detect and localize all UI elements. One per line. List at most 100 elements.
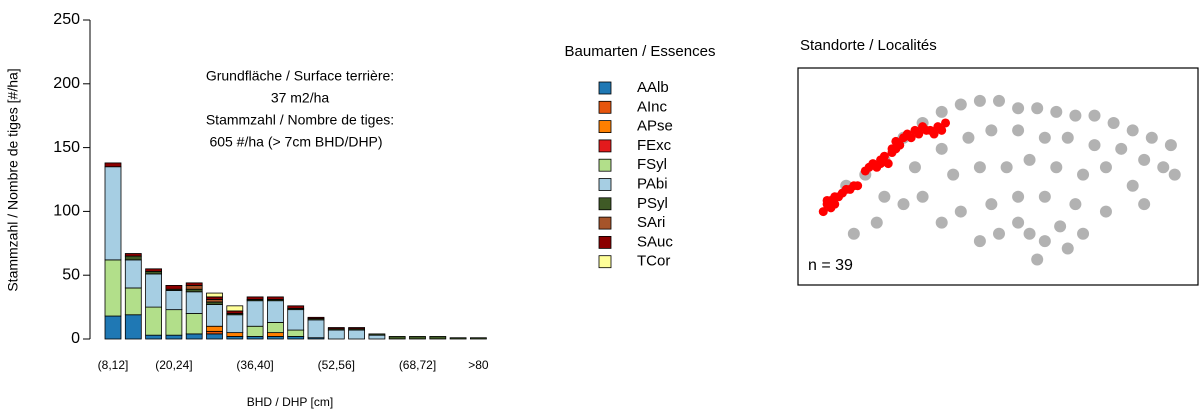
bar-segment [307,319,325,339]
legend-label: TCor [637,253,670,270]
bar-segment [124,255,142,261]
legend-swatch [598,158,612,172]
x-tick-label: (36,40] [236,358,273,372]
map-point [916,190,929,203]
map-point [1023,227,1036,240]
bar-segment [145,273,163,308]
map-point [1061,242,1074,255]
y-tick-label: 50 [62,266,80,283]
map-point [883,159,893,169]
y-tick-label: 0 [71,330,80,347]
map-point [937,125,947,135]
map-point [908,161,921,174]
map-point [993,227,1005,240]
bar-segment [185,285,203,290]
legend-swatch [598,139,612,153]
bar-segment [104,162,122,168]
bar-segment [124,259,142,289]
map-point [973,235,986,248]
map-point [954,98,967,111]
bar-segment [246,325,264,337]
map-point [1157,161,1170,174]
bar-segment [246,296,264,300]
bar-segment [104,166,122,261]
bar-segment [388,336,406,340]
bar-segment [185,282,203,286]
x-tick-label: (52,56] [318,358,355,372]
legend-label: SAuc [637,233,673,250]
bar-segment [165,290,183,311]
map-point [887,144,897,154]
map-point [973,94,986,107]
map-point [1054,220,1067,233]
legend-title: Baumarten / Essences [565,43,716,60]
legend-label: PSyl [637,195,668,212]
map-point [1012,190,1025,203]
bar-segment [409,336,426,340]
x-tick-label: >80 [468,358,489,372]
map-point [895,140,905,150]
legend-swatch [598,235,612,249]
map-point [853,181,863,191]
bar-segment [469,337,487,340]
annotation: 605 #/ha (> 7cm BHD/DHP) [209,134,382,150]
bar-segment [226,305,244,312]
map-point [1038,190,1051,203]
map-point [954,205,967,218]
bar-segment [124,253,142,257]
y-tick-label: 200 [53,75,80,92]
map-point [935,142,948,155]
bar-segment [104,315,122,340]
legend-label: SAri [637,214,665,231]
map-point [870,216,883,229]
map-point [1138,153,1151,166]
map-point [1138,198,1151,211]
y-tick-label: 250 [53,11,80,28]
bar-segment [165,309,183,336]
y-axis-title: Stammzahl / Nombre de tiges [#/ha] [5,68,21,291]
bar-segment [206,333,223,340]
y-tick-label: 150 [53,139,80,156]
map-point [1031,102,1044,115]
bar-segment [429,336,447,340]
map-point [1069,109,1082,122]
bar-segment [124,314,142,340]
bar-segment [348,327,366,330]
map-point [897,198,910,211]
map-point [973,161,986,174]
map-point [906,133,916,143]
legend-swatch [598,197,612,211]
map-point [1126,179,1139,192]
map-point [1061,131,1074,144]
bar-segment [266,300,284,323]
bar-segment [226,314,244,334]
bar-segment [124,287,142,316]
map-annotation: n = 39 [808,257,853,274]
bar-segment [206,304,223,327]
bar-segment [327,327,345,330]
bar-segment [307,316,325,319]
bar-segment [266,296,284,300]
bar-segment [246,300,264,327]
map-point [985,198,998,211]
x-tick-label: (20,24] [155,358,192,372]
y-tick-label: 100 [53,203,80,220]
bar-segment [287,309,305,331]
bar-segment [449,337,467,340]
map-point [1000,161,1013,174]
map-point [1050,161,1063,174]
map-point [1077,227,1090,240]
map-point [1168,168,1181,181]
annotation: 37 m2/ha [271,90,330,106]
map-point [818,207,828,217]
bar-segment [104,259,122,317]
map-point [1164,139,1177,152]
map-point [985,124,998,137]
map-point [1031,253,1044,266]
legend-label: APse [637,118,673,135]
bar-segment [206,325,223,332]
x-tick-label: (68,72] [399,358,436,372]
map-frame [797,67,1199,286]
legend-swatch [598,100,612,114]
bar-segment [185,291,203,314]
